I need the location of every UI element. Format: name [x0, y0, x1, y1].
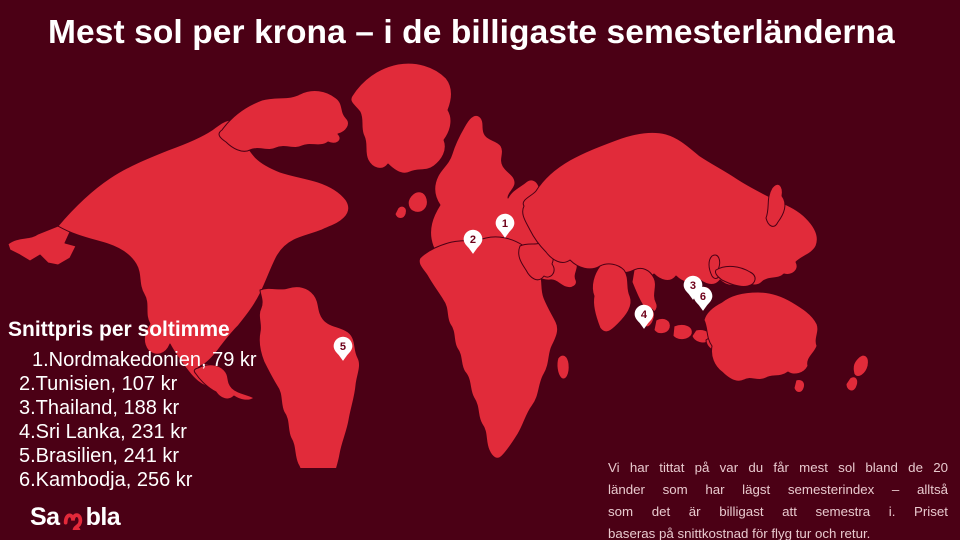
svg-text:2: 2 [470, 233, 476, 245]
svg-text:4: 4 [641, 308, 648, 320]
svg-text:5: 5 [340, 341, 346, 353]
svg-text:1: 1 [502, 218, 508, 230]
svg-text:6: 6 [699, 291, 705, 303]
